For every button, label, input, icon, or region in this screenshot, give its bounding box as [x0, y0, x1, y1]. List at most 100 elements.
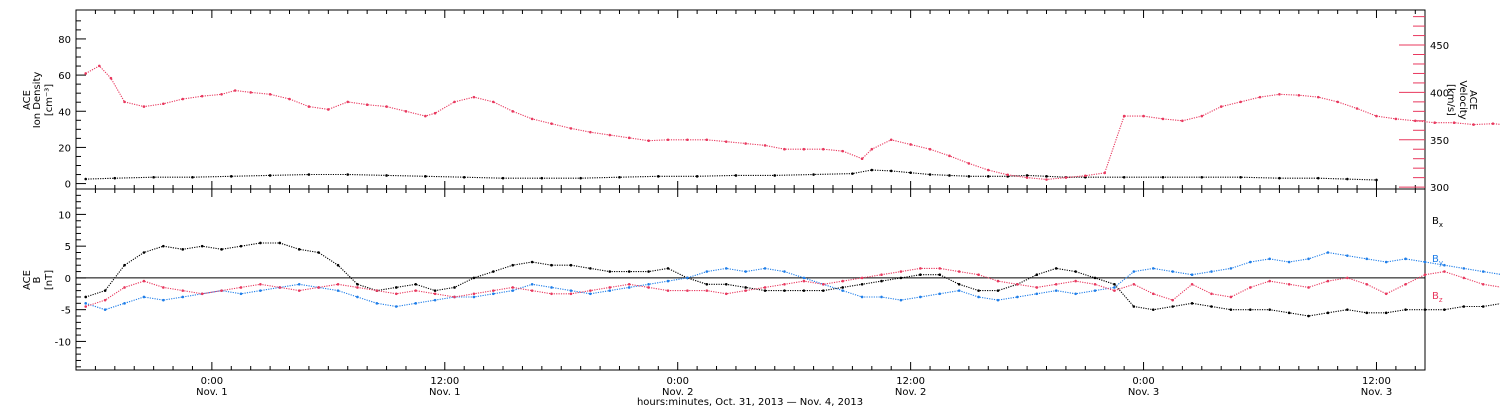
velocity-data-point — [424, 114, 427, 118]
field-data-point — [1287, 311, 1291, 315]
field-data-point — [1035, 286, 1039, 289]
field-data-point — [1016, 282, 1019, 286]
density-data-point — [346, 173, 350, 176]
field-data-point — [957, 289, 961, 292]
field-data-point — [414, 302, 417, 305]
field-data-point — [783, 270, 786, 273]
field-data-point — [705, 282, 709, 286]
field-data-point — [472, 295, 476, 299]
field-data-point — [860, 295, 864, 299]
velocity-data-point — [268, 92, 272, 96]
field-data-point — [996, 279, 1000, 283]
velocity-data-point — [986, 168, 990, 172]
velocity-data-point — [433, 111, 437, 115]
y-tick-label: 80 — [58, 35, 71, 46]
field-data-point — [1268, 279, 1272, 283]
field-data-point — [608, 270, 612, 273]
density-data-point — [967, 175, 971, 178]
y-tick-label: 0 — [65, 274, 71, 285]
y-right-tick-label: 450 — [1430, 41, 1449, 52]
field-data-point — [1268, 308, 1272, 311]
field-data-point — [1326, 279, 1330, 283]
field-data-point — [938, 267, 942, 270]
field-data-point — [1093, 282, 1097, 286]
field-data-point — [84, 295, 88, 299]
field-data-point — [1326, 251, 1330, 254]
field-data-point — [414, 289, 417, 292]
field-data-point — [1249, 286, 1252, 289]
field-data-point — [356, 295, 359, 299]
field-data-point — [511, 263, 515, 267]
x-tick-label-time: 0:00 — [201, 376, 223, 387]
density-data-point — [870, 168, 874, 172]
field-data-point — [841, 279, 844, 283]
field-data-point — [1054, 267, 1058, 270]
field-data-point — [220, 289, 223, 292]
density-data-point — [773, 174, 777, 177]
field-data-point — [1443, 263, 1446, 267]
field-data-point — [802, 276, 806, 280]
field-data-point — [977, 295, 980, 299]
velocity-data-point — [1394, 117, 1398, 121]
y-tick-label: 60 — [58, 71, 71, 82]
field-data-point — [608, 289, 612, 292]
field-data-point — [297, 248, 301, 251]
field-data-point — [1190, 302, 1194, 305]
density-data-point — [1375, 178, 1378, 182]
field-data-point — [1365, 257, 1369, 261]
field-data-point — [627, 270, 631, 273]
field-trace-line — [85, 251, 1500, 311]
velocity-data-point — [1064, 176, 1068, 179]
field-data-point — [492, 292, 495, 296]
velocity-data-point — [909, 143, 912, 146]
field-data-point — [802, 279, 806, 283]
field-data-point — [569, 292, 573, 296]
x-tick-label-time: 0:00 — [666, 376, 688, 387]
velocity-data-point — [1181, 119, 1184, 123]
field-data-point — [899, 298, 903, 302]
top-left-axis-title: ACE Ion Density [cm⁻³] — [22, 72, 55, 129]
velocity-data-point — [550, 122, 553, 125]
velocity-data-point — [928, 147, 932, 151]
x-tick-label-time: 12:00 — [430, 376, 459, 387]
field-data-point — [1151, 292, 1155, 296]
velocity-data-point — [1491, 122, 1495, 125]
field-data-point — [1035, 273, 1039, 277]
field-data-point — [1035, 292, 1039, 296]
field-data-point — [666, 289, 670, 292]
velocity-data-point — [1375, 114, 1378, 118]
top-left-axis-title-line-2: Ion Density — [32, 72, 43, 129]
field-data-point — [821, 282, 825, 286]
field-data-point — [142, 251, 146, 254]
field-trace-line — [85, 267, 1500, 308]
velocity-data-point — [327, 108, 330, 111]
field-data-point — [1443, 270, 1446, 273]
bottom-y-axis-ticks: -10 -5 0 5 10 — [55, 194, 86, 368]
legend-bx: Bx — [1432, 216, 1443, 229]
field-data-point — [802, 289, 806, 292]
density-data-point — [1045, 175, 1048, 178]
field-data-point — [1093, 276, 1097, 280]
field-data-point — [841, 286, 844, 289]
bottom-left-axis-title: ACE B [nT] — [22, 270, 55, 290]
density-data-point — [986, 175, 990, 178]
x-axis-title: hours:minutes, Oct. 31, 2013 — Nov. 4, 2… — [637, 397, 863, 408]
field-data-point — [511, 286, 515, 289]
field-data-point — [1054, 282, 1058, 286]
velocity-data-point — [1433, 121, 1437, 125]
field-data-point — [1074, 279, 1077, 283]
y-tick-label: 10 — [58, 210, 71, 221]
field-data-point — [550, 286, 553, 289]
velocity-data-point — [948, 154, 951, 158]
velocity-data-point — [1413, 119, 1417, 123]
y-tick-label: -5 — [61, 306, 71, 317]
field-data-point — [414, 282, 417, 286]
velocity-data-point — [763, 144, 767, 147]
field-data-point — [724, 267, 728, 270]
field-data-point — [763, 286, 767, 289]
velocity-data-point — [492, 100, 495, 104]
field-data-point — [1443, 308, 1446, 311]
field-data-point — [705, 289, 709, 292]
field-data-point — [724, 292, 728, 296]
velocity-data-point — [589, 130, 592, 134]
